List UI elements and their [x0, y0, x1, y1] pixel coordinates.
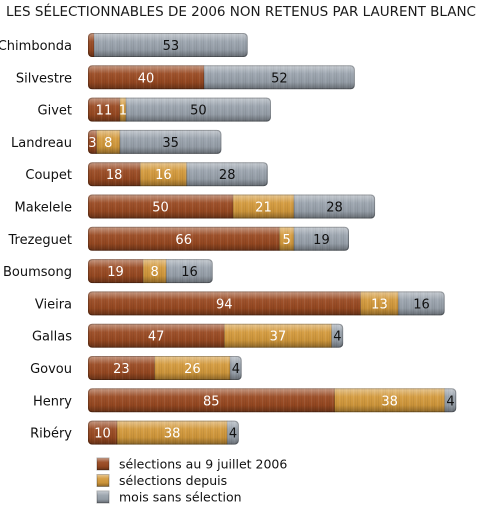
data-label: 8	[151, 265, 159, 280]
data-label: 13	[371, 297, 388, 312]
data-label: 35	[162, 136, 179, 151]
category-label: Ribéry	[30, 427, 72, 442]
category-label: Chimbonda	[0, 39, 72, 54]
legend-item: mois sans sélection	[96, 490, 242, 505]
data-label: 40	[138, 71, 155, 86]
bar-row: Coupet 18 16 28	[25, 162, 268, 187]
category-label: Vieira	[35, 297, 72, 312]
data-label: 4	[333, 330, 341, 345]
bar-row: Chimbonda 53	[0, 33, 248, 57]
data-label: 1	[119, 104, 127, 119]
data-label: 28	[326, 201, 343, 216]
bar-row: Ribéry 10 38 4	[30, 420, 239, 445]
data-label: 16	[413, 297, 430, 312]
data-label: 4	[229, 427, 237, 442]
data-label: 53	[163, 39, 180, 54]
bar-row: Vieira 94 13 16	[35, 291, 445, 316]
bar-row: Silvestre 40 52	[16, 65, 355, 90]
category-label: Boumsong	[3, 265, 72, 280]
category-label: Givet	[38, 104, 72, 119]
bar-row: Gallas 47 37 4	[32, 323, 344, 348]
data-label: 94	[216, 297, 233, 312]
data-label: 38	[381, 394, 398, 409]
data-label: 37	[270, 330, 287, 345]
legend-label: sélections au 9 juillet 2006	[119, 457, 287, 472]
bar-row: Govou 23 26 4	[30, 356, 242, 380]
data-label: 50	[152, 201, 169, 216]
category-label: Govou	[30, 362, 72, 377]
category-label: Makelele	[15, 201, 72, 216]
data-label: 19	[107, 265, 124, 280]
legend-label: mois sans sélection	[119, 490, 242, 505]
data-label: 85	[203, 394, 220, 409]
data-label: 19	[313, 233, 330, 248]
legend-item: sélections au 9 juillet 2006	[96, 457, 287, 472]
data-label: 11	[96, 104, 113, 119]
category-label: Gallas	[32, 330, 72, 345]
bar-row: Boumsong 19 8 16	[3, 259, 213, 284]
data-label: 16	[181, 265, 198, 280]
data-label: 4	[446, 394, 454, 409]
data-label: 66	[175, 233, 192, 248]
data-label: 26	[184, 362, 201, 377]
category-label: Silvestre	[16, 71, 72, 86]
data-label: 10	[94, 427, 111, 442]
data-label: 38	[164, 427, 181, 442]
category-label: Henry	[33, 394, 72, 409]
legend-label: sélections depuis	[119, 473, 227, 488]
category-label: Coupet	[25, 168, 72, 183]
data-label: 16	[155, 168, 172, 183]
category-label: Landreau	[11, 136, 72, 151]
legend-item: sélections depuis	[96, 473, 227, 488]
data-label: 18	[106, 168, 123, 183]
bar-row: Landreau 3 8 35	[11, 129, 222, 154]
bar-row: Trezeguet 66 5 19	[8, 226, 349, 251]
data-label: 50	[190, 104, 207, 119]
bar-row: Givet 11 1 50	[38, 97, 271, 122]
data-label: 28	[219, 168, 236, 183]
data-label: 47	[148, 330, 165, 345]
data-label: 52	[271, 71, 288, 86]
bar-row: Makelele 50 21 28	[15, 194, 376, 219]
bar-row: Henry 85 38 4	[33, 388, 457, 413]
data-label: 5	[283, 233, 291, 248]
data-label: 8	[104, 136, 112, 151]
data-label: 23	[113, 362, 130, 377]
data-label: 21	[255, 201, 272, 216]
data-label: 4	[232, 362, 240, 377]
chart-title: LES SÉLECTIONNABLES DE 2006 NON RETENUS …	[6, 3, 476, 20]
category-label: Trezeguet	[8, 233, 73, 248]
data-label: 3	[88, 136, 96, 151]
